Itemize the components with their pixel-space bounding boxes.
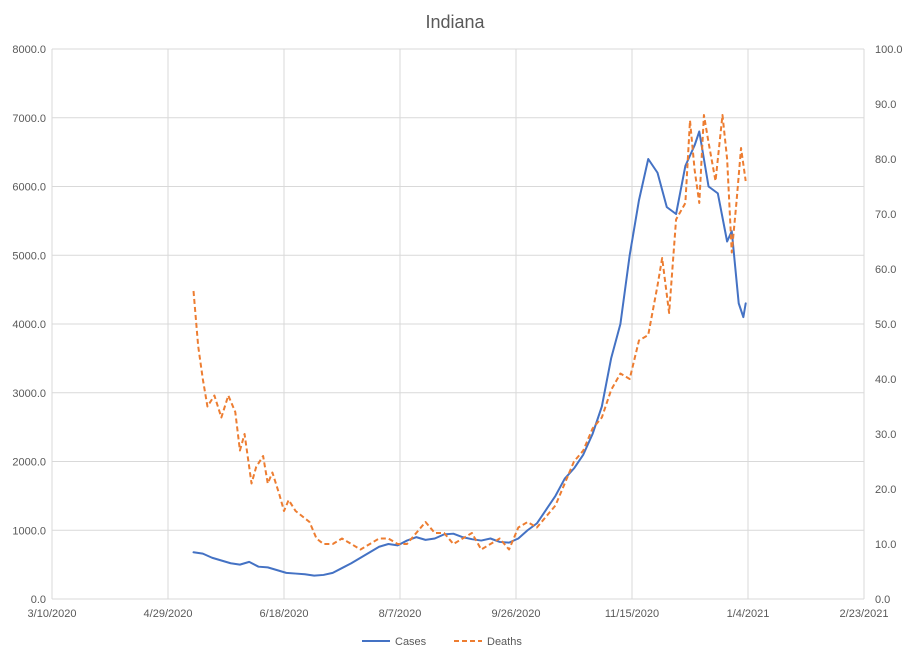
x-tick-label: 8/7/2020 xyxy=(379,608,422,620)
grid-layer xyxy=(51,48,865,600)
series-line-cases xyxy=(192,130,747,577)
y-left-tick-label: 6000.0 xyxy=(12,182,46,194)
series-line-deaths xyxy=(192,114,747,551)
x-tick-label: 2/23/2021 xyxy=(840,608,889,620)
y-left-tick-label: 1000.0 xyxy=(12,525,46,537)
x-tick-label: 4/29/2020 xyxy=(144,608,193,620)
y-right-tick-label: 0.0 xyxy=(875,594,890,606)
y-right-tick-label: 80.0 xyxy=(875,154,896,166)
y-right-tick-label: 60.0 xyxy=(875,264,896,276)
y-left-tick-label: 5000.0 xyxy=(12,250,46,262)
series-layer xyxy=(192,114,747,577)
axis-layer: 0.0 1000.0 2000.0 3000.0 4000.0 5000.0 6000.0 7… xyxy=(12,44,902,620)
y-right-tick-label: 100.0 xyxy=(875,44,903,56)
y-right-tick-label: 20.0 xyxy=(875,484,896,496)
x-tick-label: 3/10/2020 xyxy=(28,608,77,620)
y-left-tick-label: 8000.0 xyxy=(12,44,46,56)
x-tick-label: 9/26/2020 xyxy=(492,608,541,620)
y-left-tick-label: 4000.0 xyxy=(12,319,46,331)
y-right-tick-label: 30.0 xyxy=(875,429,896,441)
y-right-tick-label: 10.0 xyxy=(875,539,896,551)
y-right-tick-label: 50.0 xyxy=(875,319,896,331)
chart-title: Indiana xyxy=(425,12,485,32)
y-left-tick-label: 2000.0 xyxy=(12,457,46,469)
x-tick-label: 1/4/2021 xyxy=(727,608,770,620)
x-tick-label: 6/18/2020 xyxy=(260,608,309,620)
legend-label-deaths: Deaths xyxy=(487,636,522,648)
legend-label-cases: Cases xyxy=(395,636,427,648)
chart-legend: Cases Deaths xyxy=(362,636,522,648)
x-tick-label: 11/15/2020 xyxy=(605,608,659,620)
y-right-tick-label: 90.0 xyxy=(875,99,896,111)
y-right-tick-label: 70.0 xyxy=(875,209,896,221)
y-left-tick-label: 0.0 xyxy=(31,594,46,606)
y-right-tick-label: 40.0 xyxy=(875,374,896,386)
y-left-tick-label: 7000.0 xyxy=(12,113,46,125)
y-left-tick-label: 3000.0 xyxy=(12,388,46,400)
